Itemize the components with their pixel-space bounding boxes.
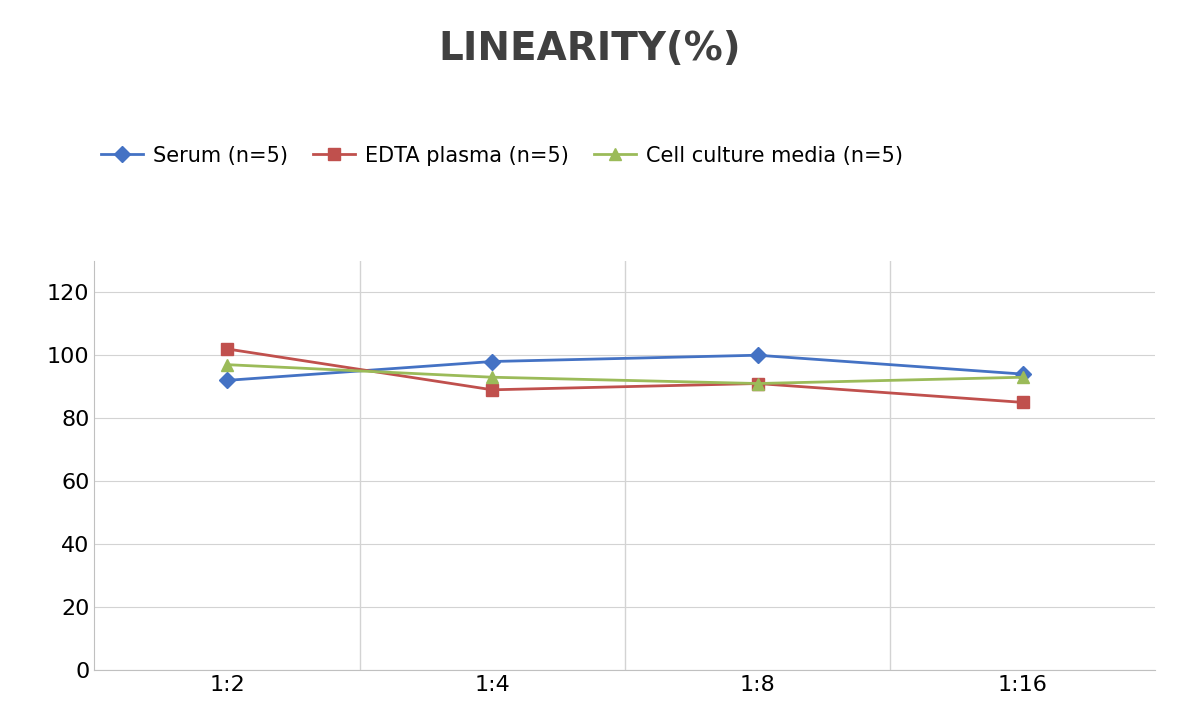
Legend: Serum (n=5), EDTA plasma (n=5), Cell culture media (n=5): Serum (n=5), EDTA plasma (n=5), Cell cul…: [93, 137, 911, 174]
Text: LINEARITY(%): LINEARITY(%): [439, 30, 740, 68]
